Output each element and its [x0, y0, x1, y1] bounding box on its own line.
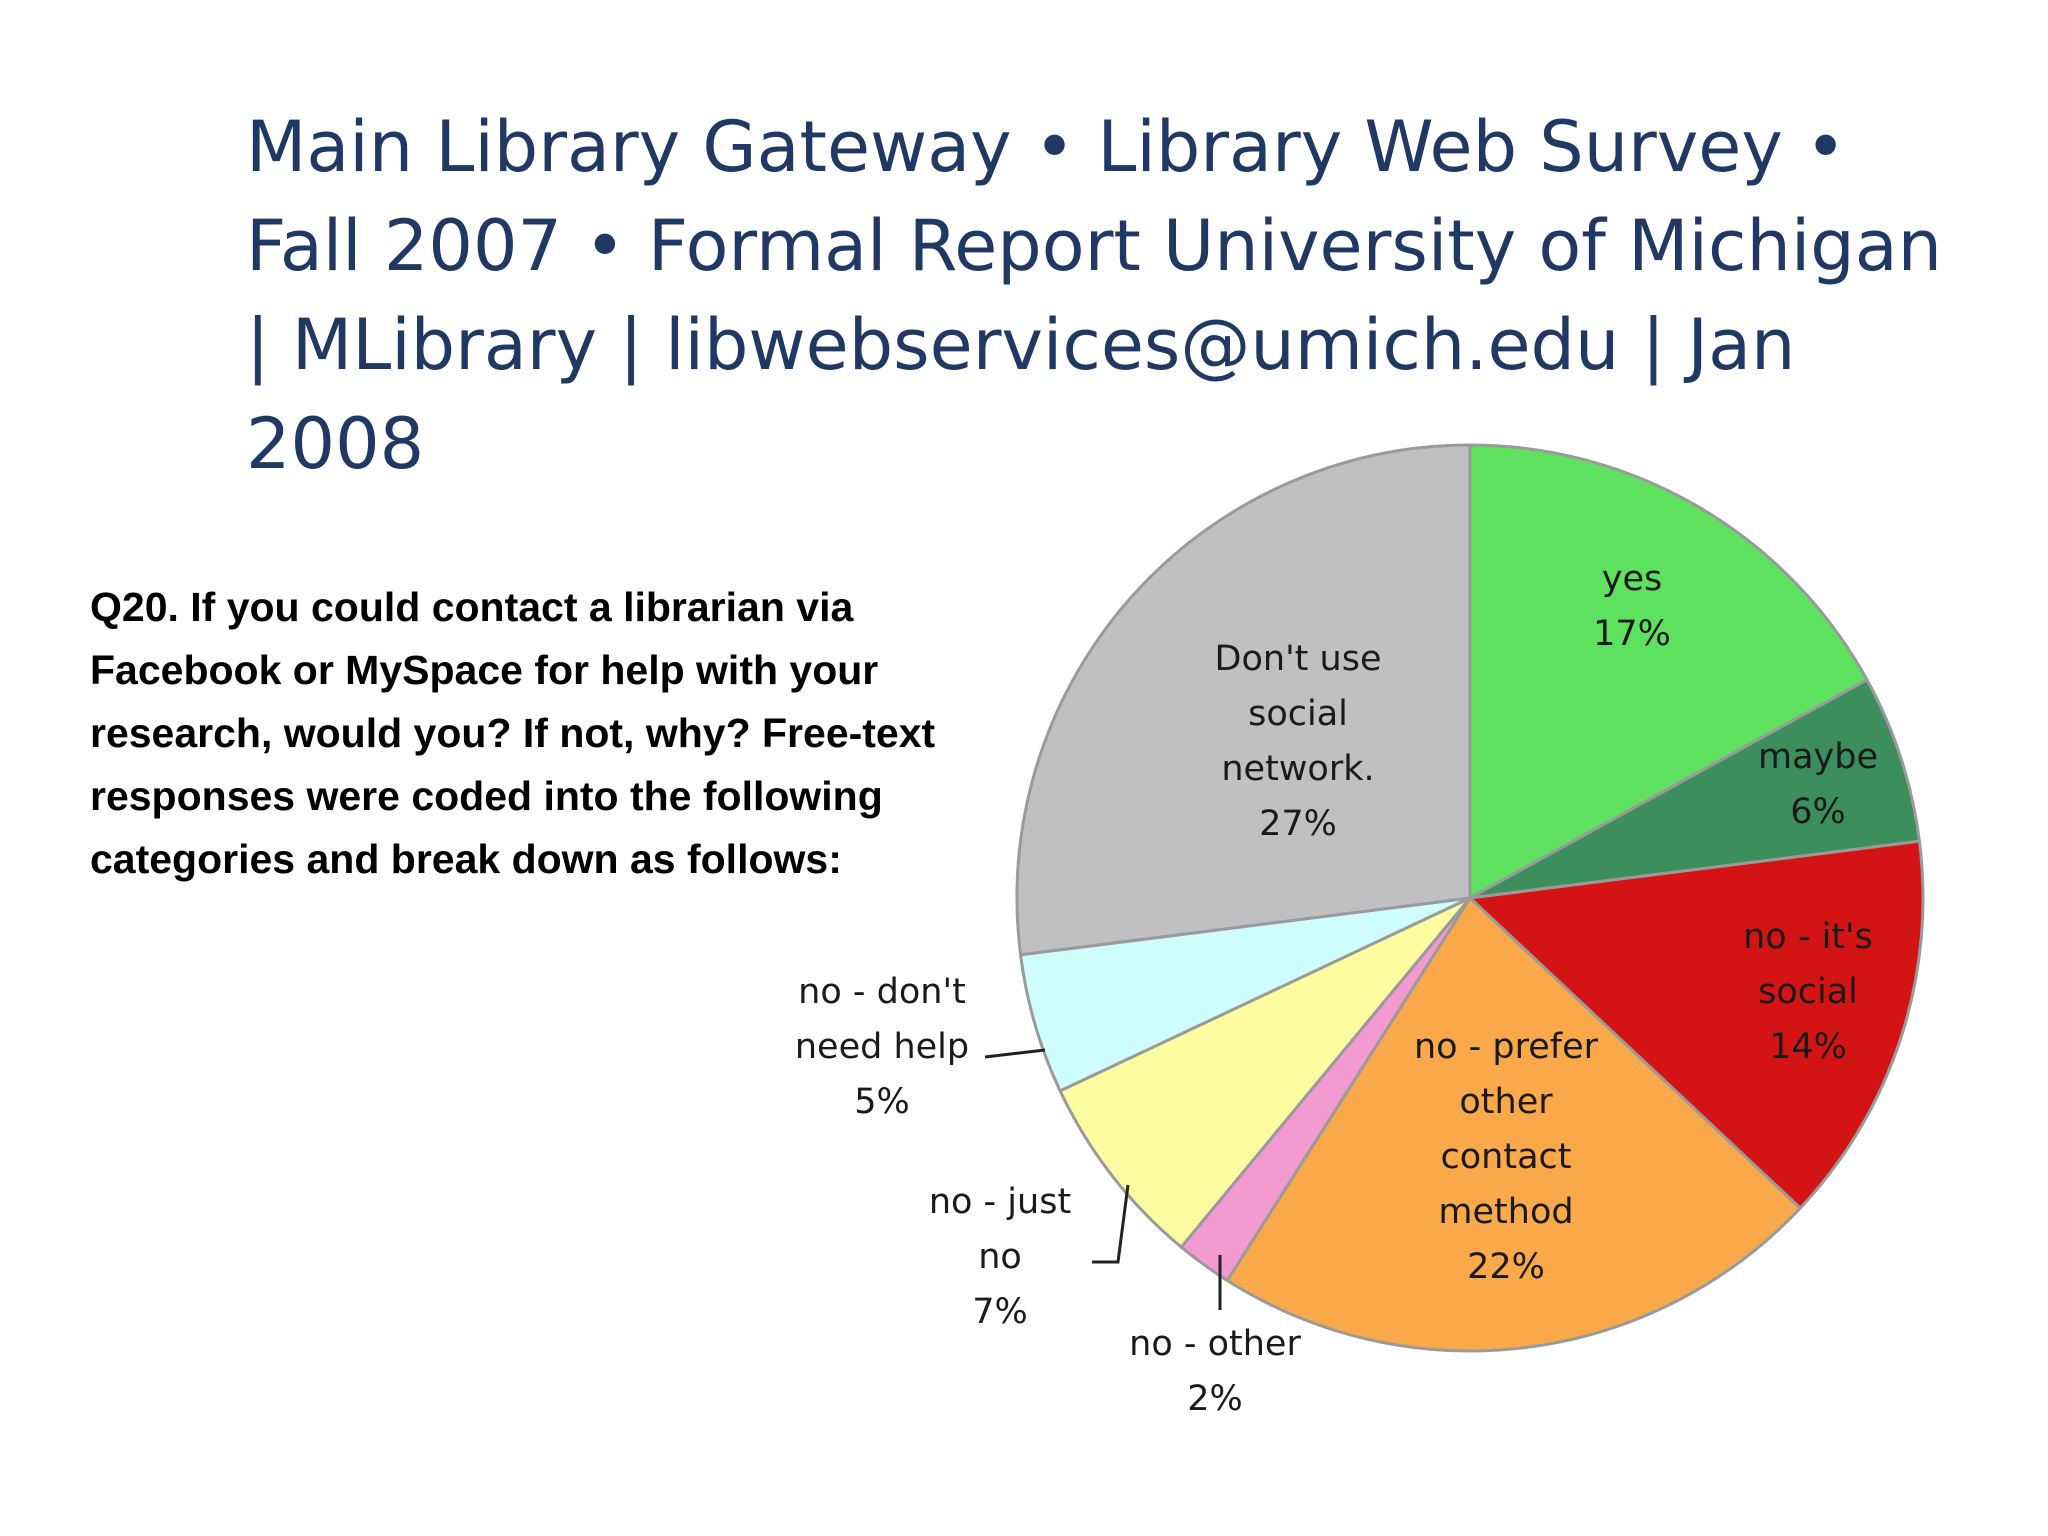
slice-label: maybe 6% [1758, 737, 1878, 832]
slide-title: Main Library Gateway • Library Web Surve… [246, 106, 1942, 485]
slice-name-label: Don't use [1215, 639, 1382, 679]
leader-lines [984, 1048, 1222, 1310]
slice-name-label: social [1758, 972, 1858, 1012]
slice-labels: yes 17% maybe 6% no - it's social 14% no - pref… [795, 559, 1878, 1419]
slice-label: no - don't need help 5% [795, 972, 969, 1122]
slice-name-label: no - just [929, 1182, 1071, 1222]
slice-name-label: network. [1221, 749, 1374, 789]
slice-value-label: 27% [1259, 804, 1337, 844]
slice-name-label: maybe [1758, 737, 1878, 777]
slice-value-label: 22% [1467, 1247, 1545, 1287]
slice-name-label: method [1438, 1192, 1573, 1232]
slice-value-label: 2% [1187, 1379, 1243, 1419]
leader-line [1092, 1184, 1130, 1264]
pie-slice [1015, 443, 1472, 957]
pie-slice [1468, 443, 1869, 900]
pie-slice [1058, 896, 1472, 1249]
slice-name-label: other [1459, 1082, 1553, 1122]
slice-value-label: 17% [1593, 614, 1671, 654]
slice-name-label: no [978, 1237, 1022, 1277]
slice-label: no - just no 7% [929, 1182, 1071, 1332]
leader-line [984, 1048, 1046, 1059]
pie-slice [1225, 896, 1802, 1353]
slice-name-label: need help [795, 1027, 969, 1067]
slice-value-label: 7% [972, 1292, 1028, 1332]
slice-label: Don't use social network. 27% [1215, 639, 1382, 844]
slice-value-label: 14% [1769, 1027, 1847, 1067]
slice-name-label: no - prefer [1414, 1027, 1599, 1067]
question-text: Q20. If you could contact a librarian vi… [90, 584, 936, 882]
pie-slice [1468, 678, 1921, 900]
pie-slices [1015, 443, 1925, 1353]
pie-slice [1019, 896, 1472, 1093]
slice-name-label: contact [1441, 1137, 1572, 1177]
slice-name-label: no - it's [1743, 917, 1873, 957]
slice-value-label: 6% [1790, 792, 1846, 832]
slice-label: no - it's social 14% [1743, 917, 1873, 1067]
slice-label: no - other 2% [1129, 1324, 1301, 1419]
pie-slice [1468, 839, 1925, 1210]
slice-name-label: social [1248, 694, 1348, 734]
slice-value-label: 5% [854, 1082, 910, 1122]
slice-label: no - prefer other contact method 22% [1414, 1027, 1599, 1287]
slice-name-label: no - other [1129, 1324, 1301, 1364]
slice-name-label: no - don't [798, 972, 966, 1012]
slice-name-label: yes [1602, 559, 1662, 599]
slice-label: yes 17% [1593, 559, 1671, 654]
